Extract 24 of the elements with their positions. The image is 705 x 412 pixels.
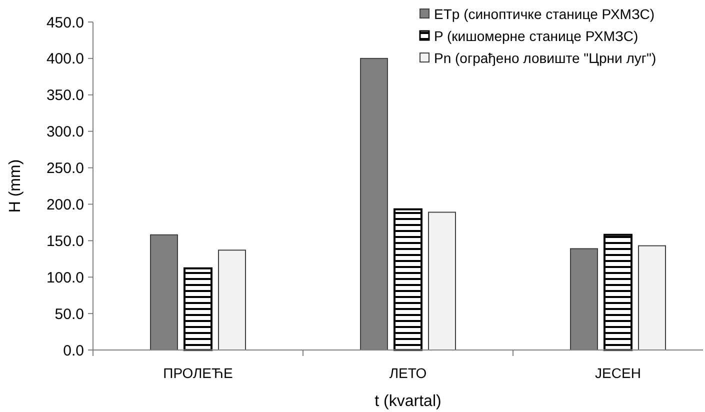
y-tick-label: 400.0 [46, 50, 84, 68]
legend-label: ETp (синоптичке станице РХМЗС) [434, 6, 655, 22]
legend-label: P (кишомерне станице РХМЗС) [434, 28, 638, 44]
bar [638, 245, 666, 350]
bar [218, 250, 246, 350]
bar [604, 234, 632, 351]
y-tick-label: 350.0 [46, 87, 84, 104]
bar [184, 267, 212, 351]
y-tick-label: 150.0 [46, 232, 84, 250]
y-tick-label: 100.0 [46, 269, 84, 286]
bar [428, 212, 456, 350]
y-tick-label: 0.0 [63, 342, 84, 360]
x-tick-label: ЛЕТО [389, 365, 427, 381]
y-tick-label: 250.0 [46, 160, 84, 178]
bar [394, 208, 422, 351]
y-tick-label: 200.0 [46, 196, 84, 214]
y-tick-label: 450.0 [46, 14, 84, 32]
y-tick-label: 50.0 [54, 306, 84, 323]
x-tick-label: ЈЕСЕН [595, 365, 641, 381]
x-axis-title: t (kvartal) [374, 393, 442, 410]
legend-label: Pn (ограђено ловиште "Црни луг") [434, 50, 656, 66]
x-tick-label: ПРОЛЕЋЕ [163, 365, 233, 381]
y-axis-title: H (mm) [7, 159, 24, 213]
y-tick-label: 300.0 [46, 124, 84, 141]
